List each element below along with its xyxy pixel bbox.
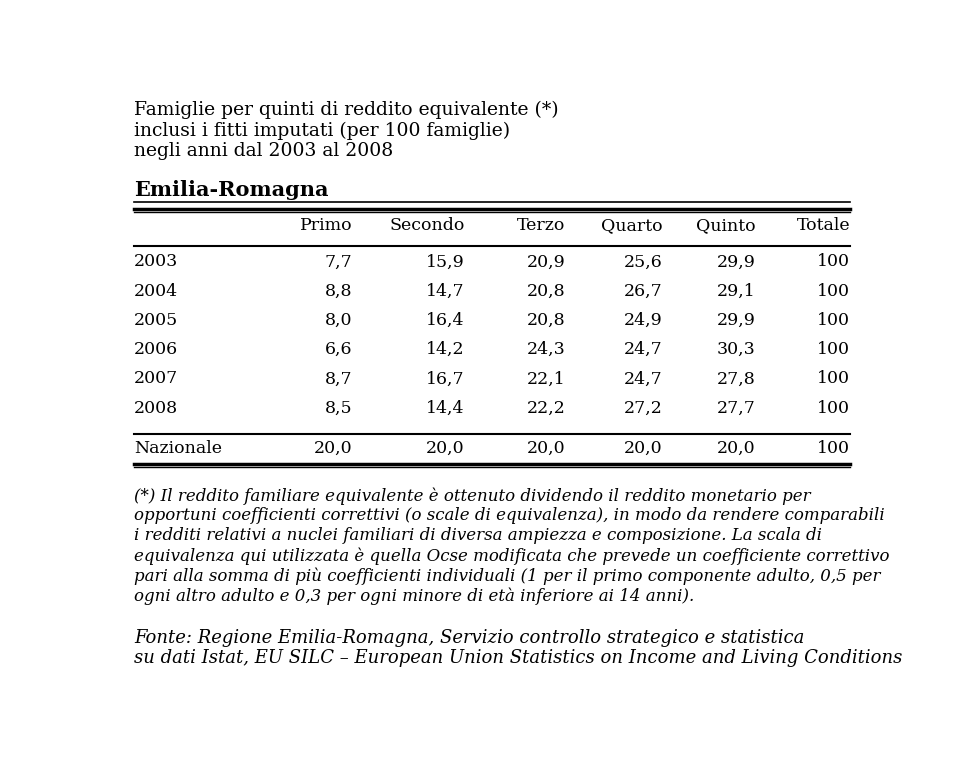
Text: 20,8: 20,8 (527, 283, 565, 299)
Text: Quinto: Quinto (696, 217, 756, 235)
Text: 2005: 2005 (134, 312, 179, 329)
Text: 14,7: 14,7 (426, 283, 465, 299)
Text: Famiglie per quinti di reddito equivalente (*): Famiglie per quinti di reddito equivalen… (134, 101, 559, 119)
Text: 15,9: 15,9 (426, 254, 465, 270)
Text: equivalenza qui utilizzata è quella Ocse modificata che prevede un coefficiente : equivalenza qui utilizzata è quella Ocse… (134, 548, 890, 565)
Text: Primo: Primo (300, 217, 352, 235)
Text: opportuni coefficienti correttivi (o scale di equivalenza), in modo da rendere c: opportuni coefficienti correttivi (o sca… (134, 507, 885, 524)
Text: Secondo: Secondo (390, 217, 465, 235)
Text: 100: 100 (817, 400, 850, 416)
Text: 2003: 2003 (134, 254, 179, 270)
Text: 16,7: 16,7 (426, 371, 465, 387)
Text: 20,0: 20,0 (624, 440, 662, 457)
Text: 29,9: 29,9 (716, 312, 756, 329)
Text: negli anni dal 2003 al 2008: negli anni dal 2003 al 2008 (134, 143, 394, 160)
Text: 30,3: 30,3 (717, 342, 756, 358)
Text: 24,7: 24,7 (624, 371, 662, 387)
Text: 16,4: 16,4 (426, 312, 465, 329)
Text: 2006: 2006 (134, 342, 178, 358)
Text: su dati Istat, EU SILC – European Union Statistics on Income and Living Conditio: su dati Istat, EU SILC – European Union … (134, 649, 902, 667)
Text: Terzo: Terzo (517, 217, 565, 235)
Text: 29,1: 29,1 (717, 283, 756, 299)
Text: 24,9: 24,9 (624, 312, 662, 329)
Text: 20,0: 20,0 (527, 440, 565, 457)
Text: 100: 100 (817, 342, 850, 358)
Text: pari alla somma di più coefficienti individuali (1 per il primo componente adult: pari alla somma di più coefficienti indi… (134, 568, 880, 585)
Text: 20,9: 20,9 (527, 254, 565, 270)
Text: Fonte: Regione Emilia-Romagna, Servizio controllo strategico e statistica: Fonte: Regione Emilia-Romagna, Servizio … (134, 629, 804, 647)
Text: 6,6: 6,6 (325, 342, 352, 358)
Text: 25,6: 25,6 (624, 254, 662, 270)
Text: 100: 100 (817, 371, 850, 387)
Text: 22,2: 22,2 (527, 400, 565, 416)
Text: 20,0: 20,0 (717, 440, 756, 457)
Text: 27,2: 27,2 (624, 400, 662, 416)
Text: 24,3: 24,3 (527, 342, 565, 358)
Text: 22,1: 22,1 (527, 371, 565, 387)
Text: 29,9: 29,9 (716, 254, 756, 270)
Text: 20,0: 20,0 (426, 440, 465, 457)
Text: (*) Il reddito familiare equivalente è ottenuto dividendo il reddito monetario p: (*) Il reddito familiare equivalente è o… (134, 487, 810, 505)
Text: 100: 100 (817, 254, 850, 270)
Text: i redditi relativi a nuclei familiari di diversa ampiezza e composizione. La sca: i redditi relativi a nuclei familiari di… (134, 527, 822, 545)
Text: inclusi i fitti imputati (per 100 famiglie): inclusi i fitti imputati (per 100 famigl… (134, 121, 510, 140)
Text: 2004: 2004 (134, 283, 178, 299)
Text: 100: 100 (817, 440, 850, 457)
Text: 8,8: 8,8 (325, 283, 352, 299)
Text: 24,7: 24,7 (624, 342, 662, 358)
Text: Quarto: Quarto (601, 217, 662, 235)
Text: 26,7: 26,7 (624, 283, 662, 299)
Text: 27,7: 27,7 (716, 400, 756, 416)
Text: 8,5: 8,5 (324, 400, 352, 416)
Text: 20,8: 20,8 (527, 312, 565, 329)
Text: 7,7: 7,7 (324, 254, 352, 270)
Text: 14,4: 14,4 (426, 400, 465, 416)
Text: 2007: 2007 (134, 371, 179, 387)
Text: 27,8: 27,8 (717, 371, 756, 387)
Text: 14,2: 14,2 (426, 342, 465, 358)
Text: 20,0: 20,0 (314, 440, 352, 457)
Text: 2008: 2008 (134, 400, 178, 416)
Text: Emilia-Romagna: Emilia-Romagna (134, 180, 328, 200)
Text: Nazionale: Nazionale (134, 440, 222, 457)
Text: ogni altro adulto e 0,3 per ogni minore di età inferiore ai 14 anni).: ogni altro adulto e 0,3 per ogni minore … (134, 588, 694, 605)
Text: 8,0: 8,0 (325, 312, 352, 329)
Text: 8,7: 8,7 (324, 371, 352, 387)
Text: 100: 100 (817, 283, 850, 299)
Text: Totale: Totale (797, 217, 850, 235)
Text: 100: 100 (817, 312, 850, 329)
